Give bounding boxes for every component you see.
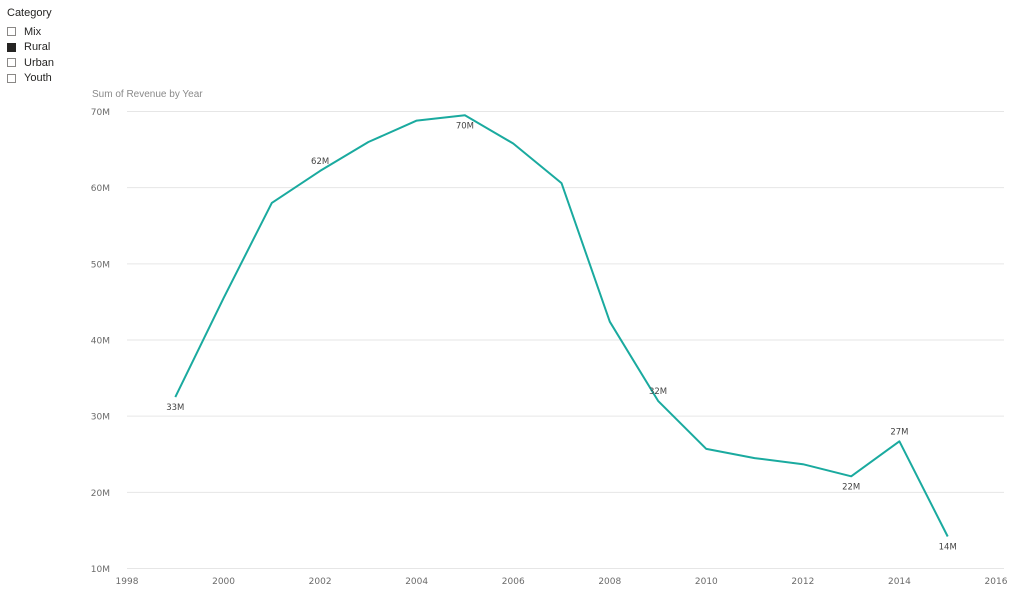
checkbox-icon[interactable] [7, 42, 16, 52]
slicer-title: Category [7, 7, 52, 19]
series-line [174, 114, 949, 537]
y-tick-label: 40M [91, 337, 110, 347]
chart-title: Sum of Revenue by Year [92, 89, 203, 100]
slicer-item-label: Rural [24, 41, 51, 54]
y-tick-label: 50M [91, 260, 110, 270]
x-tick-label: 2016 [985, 577, 1008, 587]
data-label: 70M [456, 121, 474, 131]
slicer-item-mix[interactable]: Mix [7, 24, 127, 40]
x-tick-label: 1998 [116, 577, 139, 587]
y-tick-label: 20M [91, 489, 110, 499]
slicer-item-label: Urban [24, 56, 54, 69]
y-tick-label: 10M [91, 565, 110, 575]
slicer-items: Mix Rural Urban Youth [7, 24, 127, 86]
y-tick-label: 60M [91, 184, 110, 194]
data-label: 27M [890, 427, 908, 437]
x-tick-label: 2004 [405, 577, 428, 587]
y-tick-label: 30M [91, 413, 110, 423]
y-tick-label: 70M [91, 108, 110, 118]
x-tick-label: 2000 [212, 577, 235, 587]
slicer-item-label: Youth [24, 72, 52, 85]
category-slicer: Category Mix Rural Urban Youth [7, 7, 127, 86]
checkbox-icon[interactable] [7, 58, 16, 68]
checkbox-icon[interactable] [7, 27, 16, 37]
x-tick-label: 2006 [502, 577, 525, 587]
x-tick-label: 2010 [695, 577, 718, 587]
data-label: 22M [842, 482, 860, 492]
x-tick-label: 2008 [598, 577, 621, 587]
x-tick-label: 2002 [309, 577, 332, 587]
slicer-item-label: Mix [24, 25, 42, 38]
x-tick-label: 2012 [791, 577, 814, 587]
checkbox-icon[interactable] [7, 73, 16, 83]
data-label: 14M [939, 543, 957, 553]
x-tick-label: 2014 [888, 577, 911, 587]
slicer-item-urban[interactable]: Urban [7, 55, 127, 71]
data-label: 32M [649, 387, 667, 397]
slicer-item-youth[interactable]: Youth [7, 71, 127, 87]
slicer-item-rural[interactable]: Rural [7, 40, 127, 56]
data-label: 33M [166, 403, 184, 413]
data-label: 62M [311, 157, 329, 167]
